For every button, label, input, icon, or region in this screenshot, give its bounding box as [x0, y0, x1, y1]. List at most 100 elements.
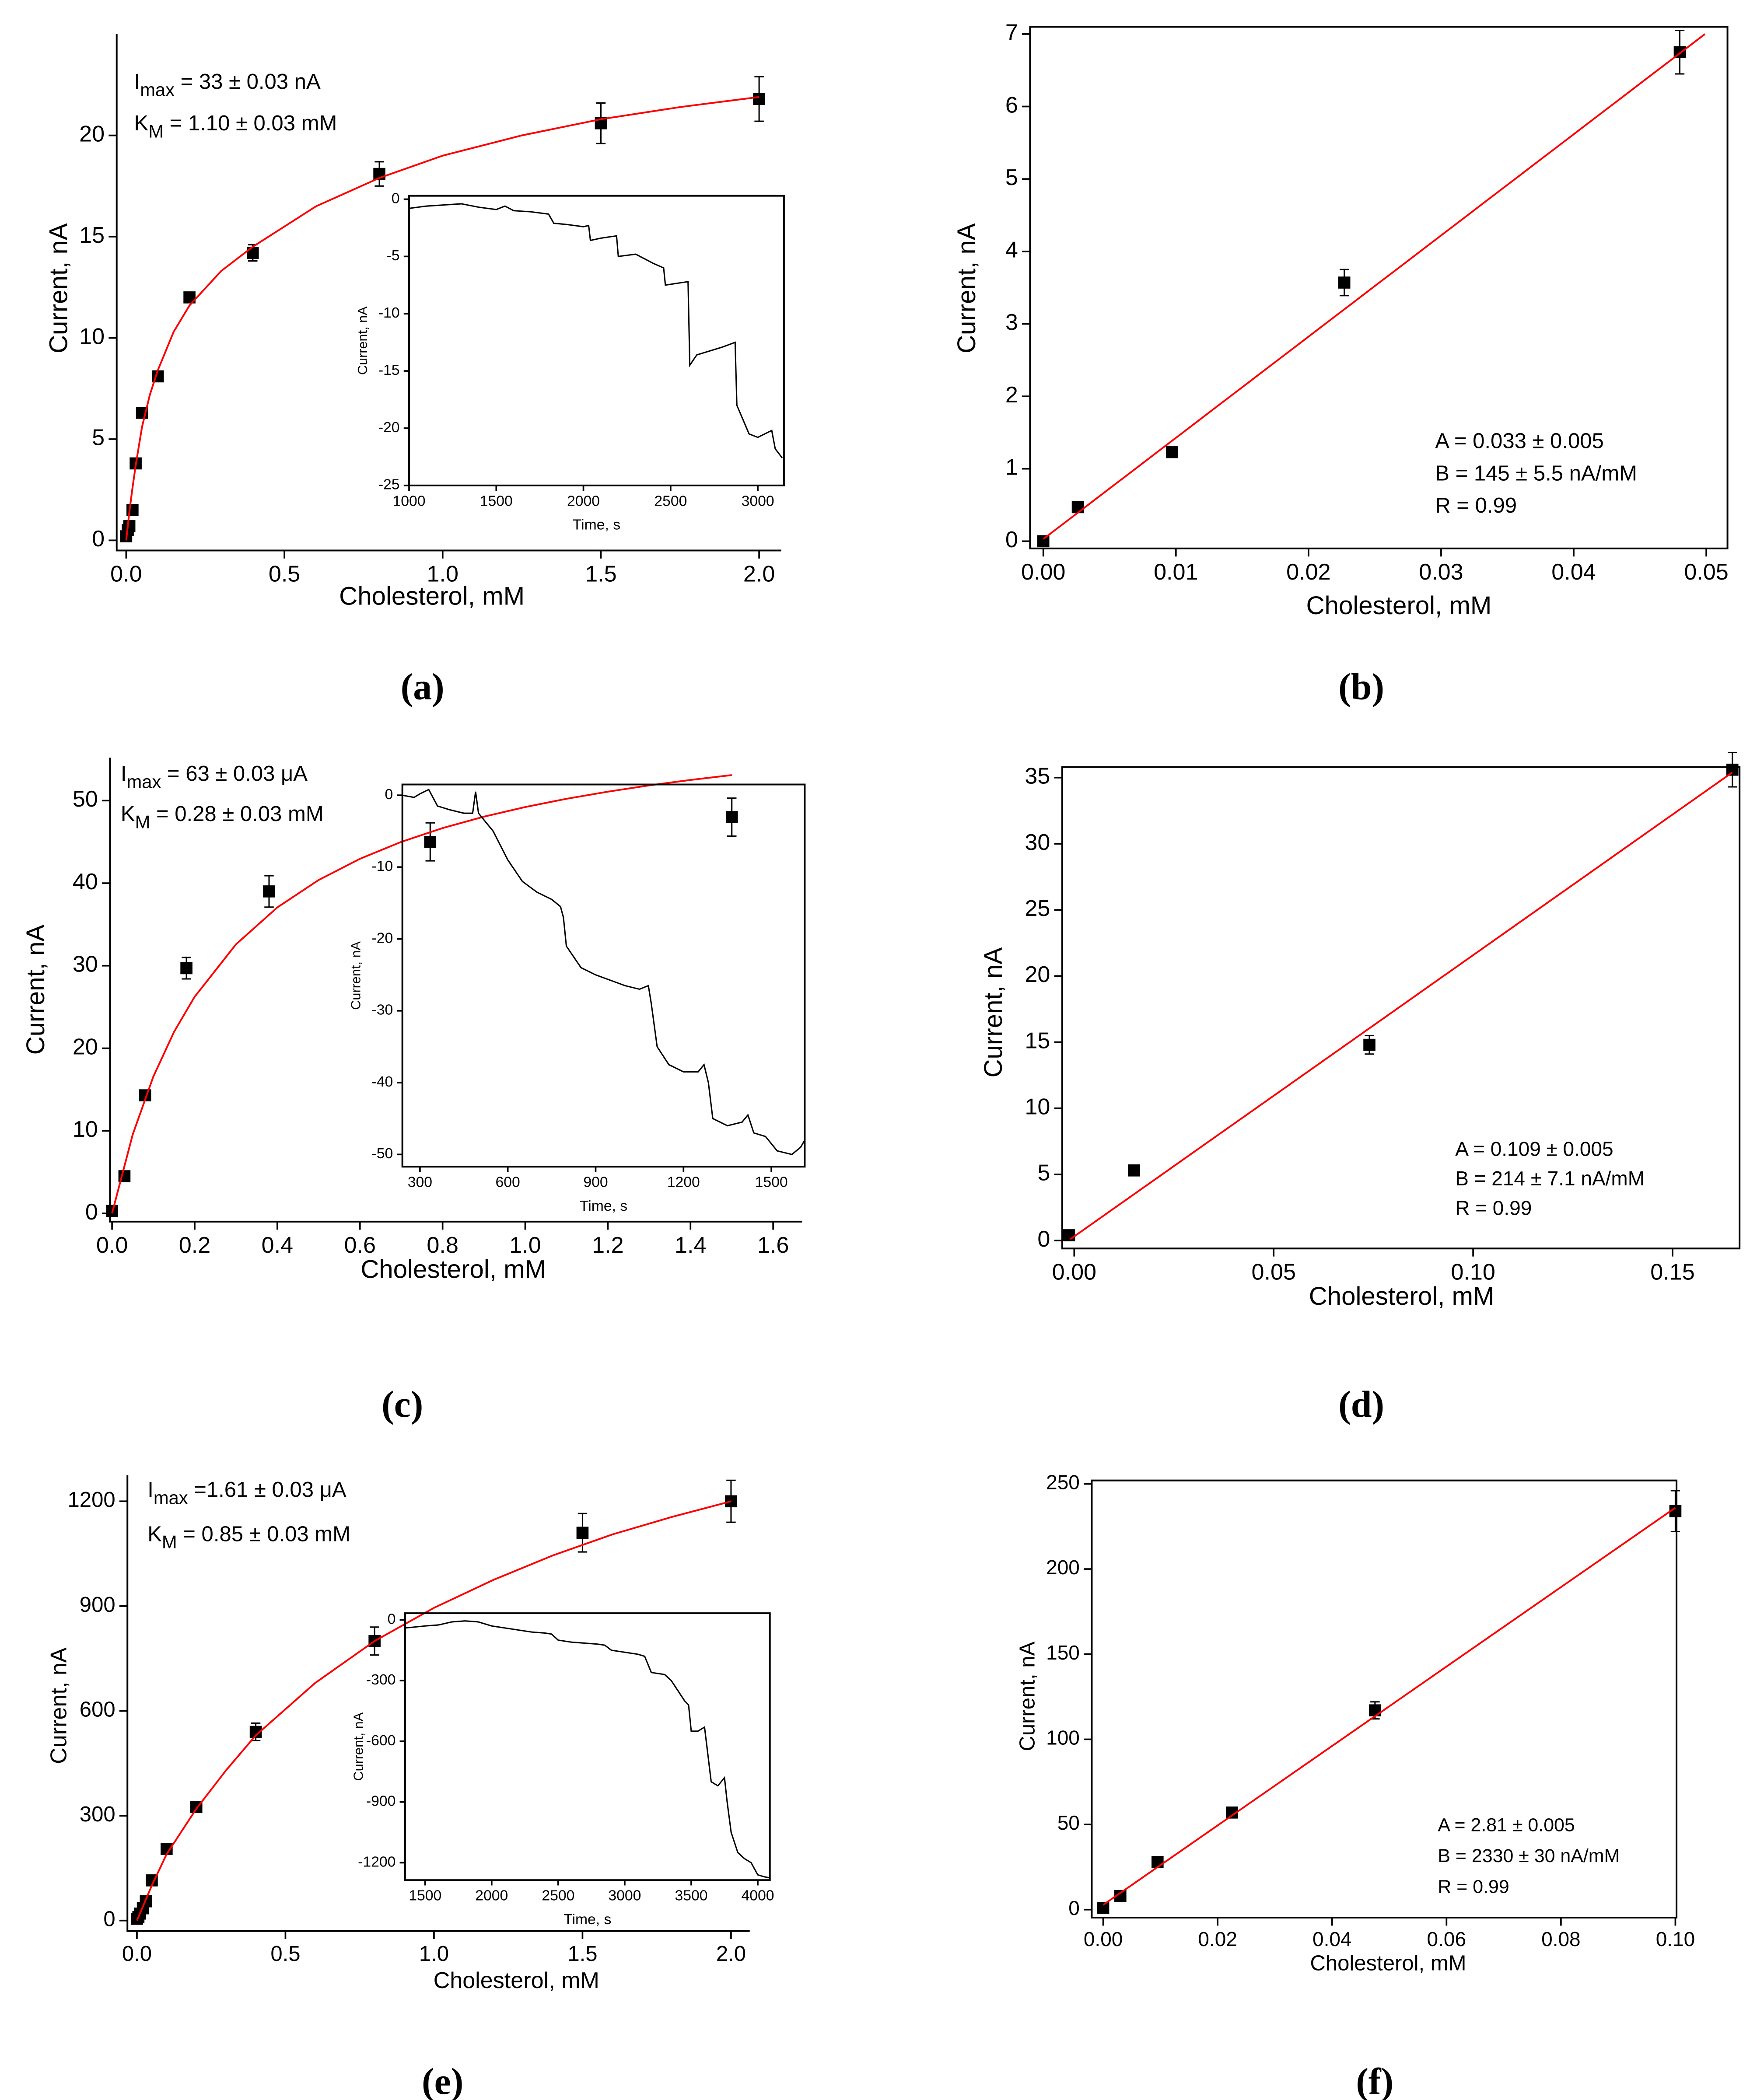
y-tick-label: 35 — [1025, 764, 1050, 789]
x-tick-label: 0.0 — [122, 1942, 152, 1966]
axis-line — [126, 1475, 750, 1932]
y-tick-label: -20 — [378, 419, 400, 436]
y-tick-label: 10 — [79, 324, 105, 349]
x-tick-label: 0.5 — [269, 562, 300, 587]
y-tick-label: -1200 — [358, 1853, 396, 1870]
x-tick-label: 0.5 — [270, 1942, 300, 1966]
annotation-text: K — [134, 112, 149, 135]
data-point — [753, 93, 765, 105]
y-tick-label: 150 — [1046, 1641, 1080, 1664]
y-tick-label: 20 — [1025, 962, 1050, 987]
inset-chart: 300 600 900 1200 1500 0 -10 -20 -30 -40 -50 Time, s… — [349, 783, 806, 1214]
y-tick-label: -5 — [387, 247, 400, 264]
annotation-text: K — [121, 802, 135, 826]
fit-line — [125, 96, 760, 541]
data-point — [1097, 1902, 1110, 1914]
x-tick-label: 2500 — [654, 493, 687, 509]
x-tick-label: 3000 — [608, 1887, 641, 1904]
x-tick-label: 600 — [496, 1174, 520, 1191]
x-axis-label: Cholesterol, mM — [1306, 591, 1492, 620]
annotation: KM = 1.10 ± 0.03 mM — [134, 112, 337, 141]
x-tick-label: 0.4 — [262, 1233, 293, 1258]
chart-panel: 0.0 0.5 1.0 1.5 2.0 0 5 10 15 20 Cholesterol, mM Cu… — [44, 34, 785, 708]
annotation: Imax =1.61 ± 0.03 μA — [147, 1478, 346, 1508]
annotation-sub: M — [135, 811, 150, 832]
annotation-sub: max — [140, 79, 175, 100]
annotation-sub: M — [148, 121, 164, 142]
y-tick-label: -10 — [372, 858, 393, 874]
x-tick-label: 0.03 — [1419, 559, 1463, 585]
data-point — [1071, 501, 1084, 514]
x-tick-label: 0.08 — [1541, 1928, 1580, 1950]
data-point — [424, 835, 437, 848]
x-tick-label: 0.02 — [1286, 559, 1330, 585]
y-tick-label: 20 — [73, 1034, 98, 1059]
chart-panel: 0.00 0.05 0.10 0.15 0 5 10 15 20 25 30 35 Cholestero… — [979, 751, 1741, 1425]
y-tick-label: 0 — [85, 1199, 98, 1225]
x-axis-label: Cholesterol, mM — [360, 1255, 546, 1284]
axis-line — [1091, 1479, 1678, 1919]
y-tick-label: 20 — [79, 121, 105, 147]
y-tick-label: 1200 — [68, 1488, 116, 1512]
x-tick-label: 1.4 — [675, 1233, 706, 1258]
y-tick-label: 5 — [1005, 165, 1018, 190]
y-tick-label: 5 — [92, 425, 105, 451]
x-tick-label: 3500 — [675, 1887, 707, 1904]
x-tick-label: 1.5 — [585, 562, 616, 587]
y-axis-label: Current, nA — [44, 223, 73, 353]
y-tick-label: 100 — [1046, 1726, 1080, 1749]
annotation-sub: max — [154, 1488, 188, 1508]
inset-y-label: Current, nA — [351, 1712, 366, 1781]
data-point — [263, 885, 275, 898]
x-tick-label: 0.05 — [1684, 559, 1728, 585]
data-point — [1166, 446, 1178, 458]
x-tick-label: 1000 — [393, 493, 426, 509]
y-tick-label: 200 — [1046, 1556, 1080, 1579]
annotation-sub: max — [127, 771, 161, 792]
annotation-text: A = 0.033 ± 0.005 — [1435, 430, 1604, 453]
x-tick-label: 1.0 — [427, 562, 458, 587]
annotation: A = 0.109 ± 0.005 — [1455, 1138, 1613, 1160]
panel-label: (f) — [1356, 2061, 1393, 2100]
annotation-text: I — [147, 1478, 154, 1502]
data-point — [1128, 1164, 1140, 1177]
fit-line — [136, 1500, 732, 1921]
axis-line — [401, 783, 806, 1168]
x-axis-label: Cholesterol, mM — [1310, 1951, 1466, 1975]
x-tick-label: 0.04 — [1312, 1928, 1351, 1950]
current-trace — [405, 1620, 770, 1879]
y-tick-label: 40 — [73, 869, 98, 895]
data-point — [1037, 535, 1050, 548]
data-point — [576, 1527, 589, 1539]
chart-panel: 0.0 0.5 1.0 1.5 2.0 0 300 600 900 1200 Cholesterol… — [46, 1475, 774, 2100]
fit-line — [1102, 1507, 1676, 1906]
y-tick-label: -10 — [378, 304, 400, 321]
annotation: B = 145 ± 5.5 nA/mM — [1435, 461, 1637, 485]
y-tick-label: -300 — [366, 1671, 396, 1688]
x-tick-label: 0.06 — [1427, 1928, 1466, 1950]
annotation-text: B = 214 ± 7.1 nA/mM — [1455, 1167, 1645, 1190]
y-tick-label: -30 — [372, 1002, 393, 1018]
annotation-text: =1.61 ± 0.03 μA — [188, 1478, 346, 1502]
y-axis-label: Current, nA — [1015, 1642, 1039, 1751]
x-tick-label: 0.00 — [1021, 559, 1065, 585]
x-tick-label: 1.0 — [509, 1233, 541, 1258]
y-tick-label: 4 — [1005, 238, 1018, 263]
axis-line — [116, 34, 781, 552]
data-point — [1363, 1038, 1376, 1051]
data-point — [180, 962, 192, 975]
y-tick-label: 600 — [80, 1698, 116, 1721]
fit-line — [111, 774, 732, 1214]
data-point — [1726, 763, 1739, 776]
x-tick-label: 0.2 — [179, 1233, 210, 1258]
data-point — [1063, 1229, 1075, 1241]
y-tick-label: 6 — [1005, 92, 1018, 118]
x-tick-label: 1.5 — [567, 1942, 597, 1966]
x-tick-label: 2000 — [475, 1887, 508, 1904]
inset-x-label: Time, s — [564, 1911, 611, 1928]
y-tick-label: 50 — [1057, 1811, 1080, 1834]
annotation-text: = 0.85 ± 0.03 mM — [177, 1522, 350, 1546]
annotation: Imax = 63 ± 0.03 μA — [121, 762, 308, 792]
panel-label: (d) — [1338, 1384, 1384, 1425]
